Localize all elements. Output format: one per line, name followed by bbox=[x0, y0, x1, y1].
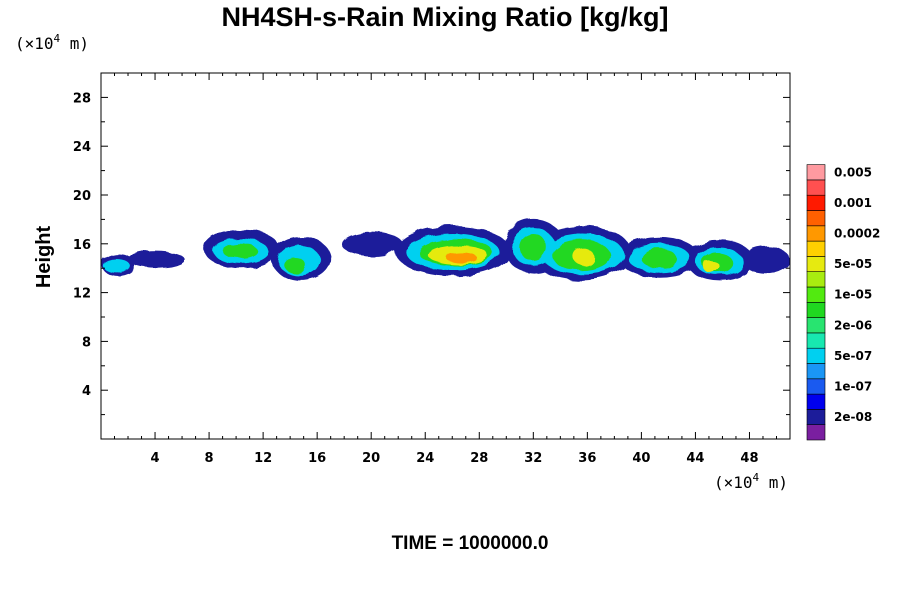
plot-area bbox=[101, 219, 790, 281]
colorbar-swatch bbox=[806, 317, 826, 334]
colorbar: 2e-08 1e-07 5e-07 2e-06 1e-05 5e-05 0.0002 0.00… bbox=[806, 164, 880, 441]
x-tick-label: 24 bbox=[416, 451, 434, 466]
colorbar-label: 5e-05 bbox=[834, 257, 872, 271]
field-contour-region bbox=[703, 260, 720, 274]
x-tick-label: 44 bbox=[686, 451, 704, 466]
y-tick-label: 8 bbox=[82, 335, 91, 350]
field-contour-region bbox=[102, 258, 130, 272]
colorbar-swatch bbox=[806, 363, 826, 380]
colorbar-swatch bbox=[806, 393, 826, 410]
x-axis: 4 8 12 16 20 24 28 32 36 40 44 48 bbox=[114, 73, 777, 466]
field-contour-region bbox=[573, 248, 595, 266]
x-tick-label: 4 bbox=[151, 451, 160, 466]
y-tick-label: 16 bbox=[73, 238, 91, 253]
y-tick-label: 20 bbox=[73, 189, 91, 204]
colorbar-label: 2e-08 bbox=[834, 410, 872, 424]
field-contour-region bbox=[519, 234, 547, 261]
x-tick-label: 8 bbox=[205, 451, 214, 466]
x-tick-label: 48 bbox=[740, 451, 758, 466]
field-contour-region bbox=[742, 246, 790, 275]
colorbar-label: 1e-07 bbox=[834, 379, 872, 393]
colorbar-swatch bbox=[806, 286, 826, 303]
field-contour-region bbox=[222, 243, 258, 259]
colorbar-swatch bbox=[806, 424, 826, 441]
field-contour-region bbox=[284, 258, 307, 274]
colorbar-label: 0.001 bbox=[834, 196, 872, 210]
colorbar-swatch bbox=[806, 301, 826, 318]
x-axis-unit: (×104 m) bbox=[714, 471, 788, 492]
colorbar-label: 1e-05 bbox=[834, 288, 872, 302]
colorbar-swatch bbox=[806, 409, 826, 425]
x-tick-label: 32 bbox=[524, 451, 542, 466]
x-tick-label: 28 bbox=[470, 451, 488, 466]
field-contour-region bbox=[641, 248, 677, 269]
y-axis-unit: (×104 m) bbox=[15, 32, 89, 53]
x-tick-label: 36 bbox=[578, 451, 596, 466]
y-axis-label: Height bbox=[33, 226, 55, 289]
colorbar-swatch bbox=[806, 164, 826, 181]
field-contour-region bbox=[341, 231, 403, 256]
x-tick-label: 16 bbox=[308, 451, 326, 466]
field-contour-region bbox=[128, 251, 185, 269]
y-tick-label: 24 bbox=[73, 140, 91, 155]
colorbar-label: 0.0002 bbox=[834, 226, 880, 240]
colorbar-swatch bbox=[806, 179, 826, 196]
colorbar-label: 5e-07 bbox=[834, 349, 872, 363]
colorbar-swatch bbox=[806, 194, 826, 211]
y-axis: 4 8 12 16 20 24 28 bbox=[73, 91, 790, 416]
colorbar-swatch bbox=[806, 225, 826, 242]
colorbar-swatch bbox=[806, 210, 826, 227]
colorbar-label: 2e-06 bbox=[834, 318, 872, 332]
y-tick-label: 12 bbox=[73, 287, 91, 302]
colorbar-swatch bbox=[806, 271, 826, 288]
x-tick-label: 12 bbox=[254, 451, 272, 466]
colorbar-swatch bbox=[806, 347, 826, 364]
time-label: TIME = 1000000.0 bbox=[392, 533, 549, 554]
y-tick-label: 28 bbox=[73, 91, 91, 106]
field-contour-region bbox=[445, 252, 477, 263]
chart-title: NH4SH-s-Rain Mixing Ratio [kg/kg] bbox=[221, 2, 668, 32]
colorbar-swatch bbox=[806, 332, 826, 349]
colorbar-swatch bbox=[806, 256, 826, 272]
plot-frame bbox=[100, 72, 791, 440]
x-tick-label: 40 bbox=[632, 451, 650, 466]
colorbar-swatch bbox=[806, 378, 826, 395]
colorbar-label: 0.005 bbox=[834, 165, 872, 179]
colorbar-swatch bbox=[806, 240, 826, 257]
y-tick-label: 4 bbox=[82, 384, 91, 399]
x-tick-label: 20 bbox=[362, 451, 380, 466]
